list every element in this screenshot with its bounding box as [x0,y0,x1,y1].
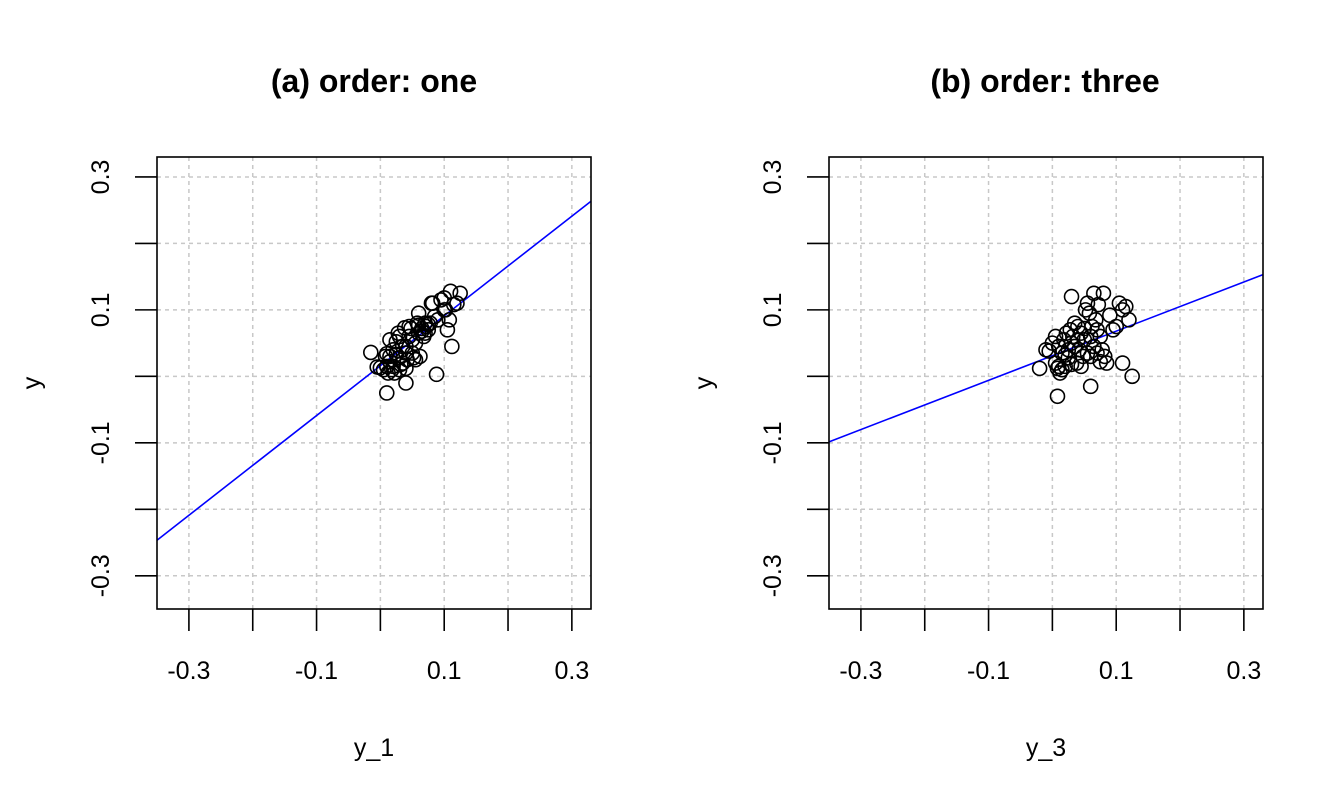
data-point-a-65 [452,285,468,302]
y-tick-label-b-0: -0.3 [759,554,787,597]
data-point-a-60 [441,312,458,328]
data-point-a-58 [437,302,454,318]
grid-b [829,157,1263,609]
points-b [1031,285,1140,405]
chart-title-b: (b) order: three [930,63,1159,99]
x-axis-b: -0.3 -0.1 0.1 0.3 [839,609,1261,685]
data-point-b-14 [1057,358,1073,375]
data-point-b-54 [1108,318,1125,335]
y-tick-label-b-2: -0.1 [759,421,787,464]
grid-a [157,157,591,609]
y-tick-label-a-4: 0.1 [87,292,115,327]
y-tick-label-b-4: 0.1 [759,292,787,327]
x-tick-label-a-0: -0.3 [167,657,210,685]
data-point-b-47 [1092,353,1109,370]
x-tick-label-b-4: 0.1 [1099,657,1134,685]
data-point-b-11 [1054,361,1070,378]
y-axis-b: -0.3 -0.1 0.1 0.3 [759,160,829,597]
data-point-b-2 [1041,343,1057,359]
data-point-b-0 [1031,360,1048,377]
data-point-b-60 [1063,288,1080,305]
x-tick-label-b-6: 0.3 [1226,657,1261,685]
x-tick-label-b-2: -0.1 [967,657,1010,685]
x-axis-label-a: y_1 [354,734,394,762]
data-point-a-33 [405,349,422,366]
data-point-a-44 [417,325,433,341]
data-point-b-50 [1096,348,1113,365]
data-point-b-33 [1077,302,1094,318]
data-point-b-61 [1082,378,1099,395]
data-point-b-62 [1114,355,1131,371]
y-tick-label-a-2: -0.1 [87,421,115,464]
data-point-b-51 [1098,355,1115,371]
data-point-a-59 [439,322,456,338]
data-point-b-58 [1121,312,1137,328]
y-tick-label-a-0: -0.3 [87,554,115,597]
data-point-b-59 [1124,368,1140,385]
points-a [363,283,468,401]
data-point-a-0 [363,344,379,361]
y-tick-label-b-6: 0.3 [759,160,787,195]
y-axis-label-a: y [18,376,46,389]
x-tick-label-a-6: 0.3 [554,657,589,685]
data-point-a-40 [412,348,428,365]
data-point-a-53 [428,366,445,383]
data-point-a-66 [378,385,395,401]
x-axis-a: -0.3 -0.1 0.1 0.3 [167,609,589,685]
data-point-b-42 [1087,312,1104,328]
y-tick-label-a-6: 0.3 [87,160,115,195]
y-axis-label-b: y [690,376,718,389]
data-point-a-46 [418,318,435,335]
data-point-b-49 [1095,285,1112,302]
chart-title-a: (a) order: one [271,63,477,99]
x-tick-label-a-2: -0.1 [295,657,338,685]
x-axis-label-b: y_3 [1026,734,1066,762]
data-point-b-63 [1049,388,1066,405]
panel-a: (a) order: one -0.3 -0.1 0.1 0.3 -0.3 -0.1 0.… [18,63,592,762]
y-axis-a: -0.3 -0.1 0.1 0.3 [87,160,157,597]
plot-frame-b [828,156,1264,610]
data-point-a-62 [444,338,460,355]
plot-frame-a [156,156,592,610]
data-point-a-35 [407,351,424,368]
data-point-a-68 [398,375,414,391]
data-point-a-67 [382,348,398,365]
data-point-b-5 [1047,328,1064,345]
panel-b: (b) order: three -0.3 -0.1 0.1 0.3 -0.3 -0.1… [690,63,1264,762]
data-point-b-29 [1073,358,1089,375]
x-tick-label-a-4: 0.1 [427,657,462,685]
data-point-b-53 [1105,322,1121,338]
data-point-a-64 [449,295,465,312]
data-point-a-47 [420,322,437,338]
x-tick-label-b-0: -0.3 [839,657,882,685]
data-point-a-50 [423,295,440,312]
